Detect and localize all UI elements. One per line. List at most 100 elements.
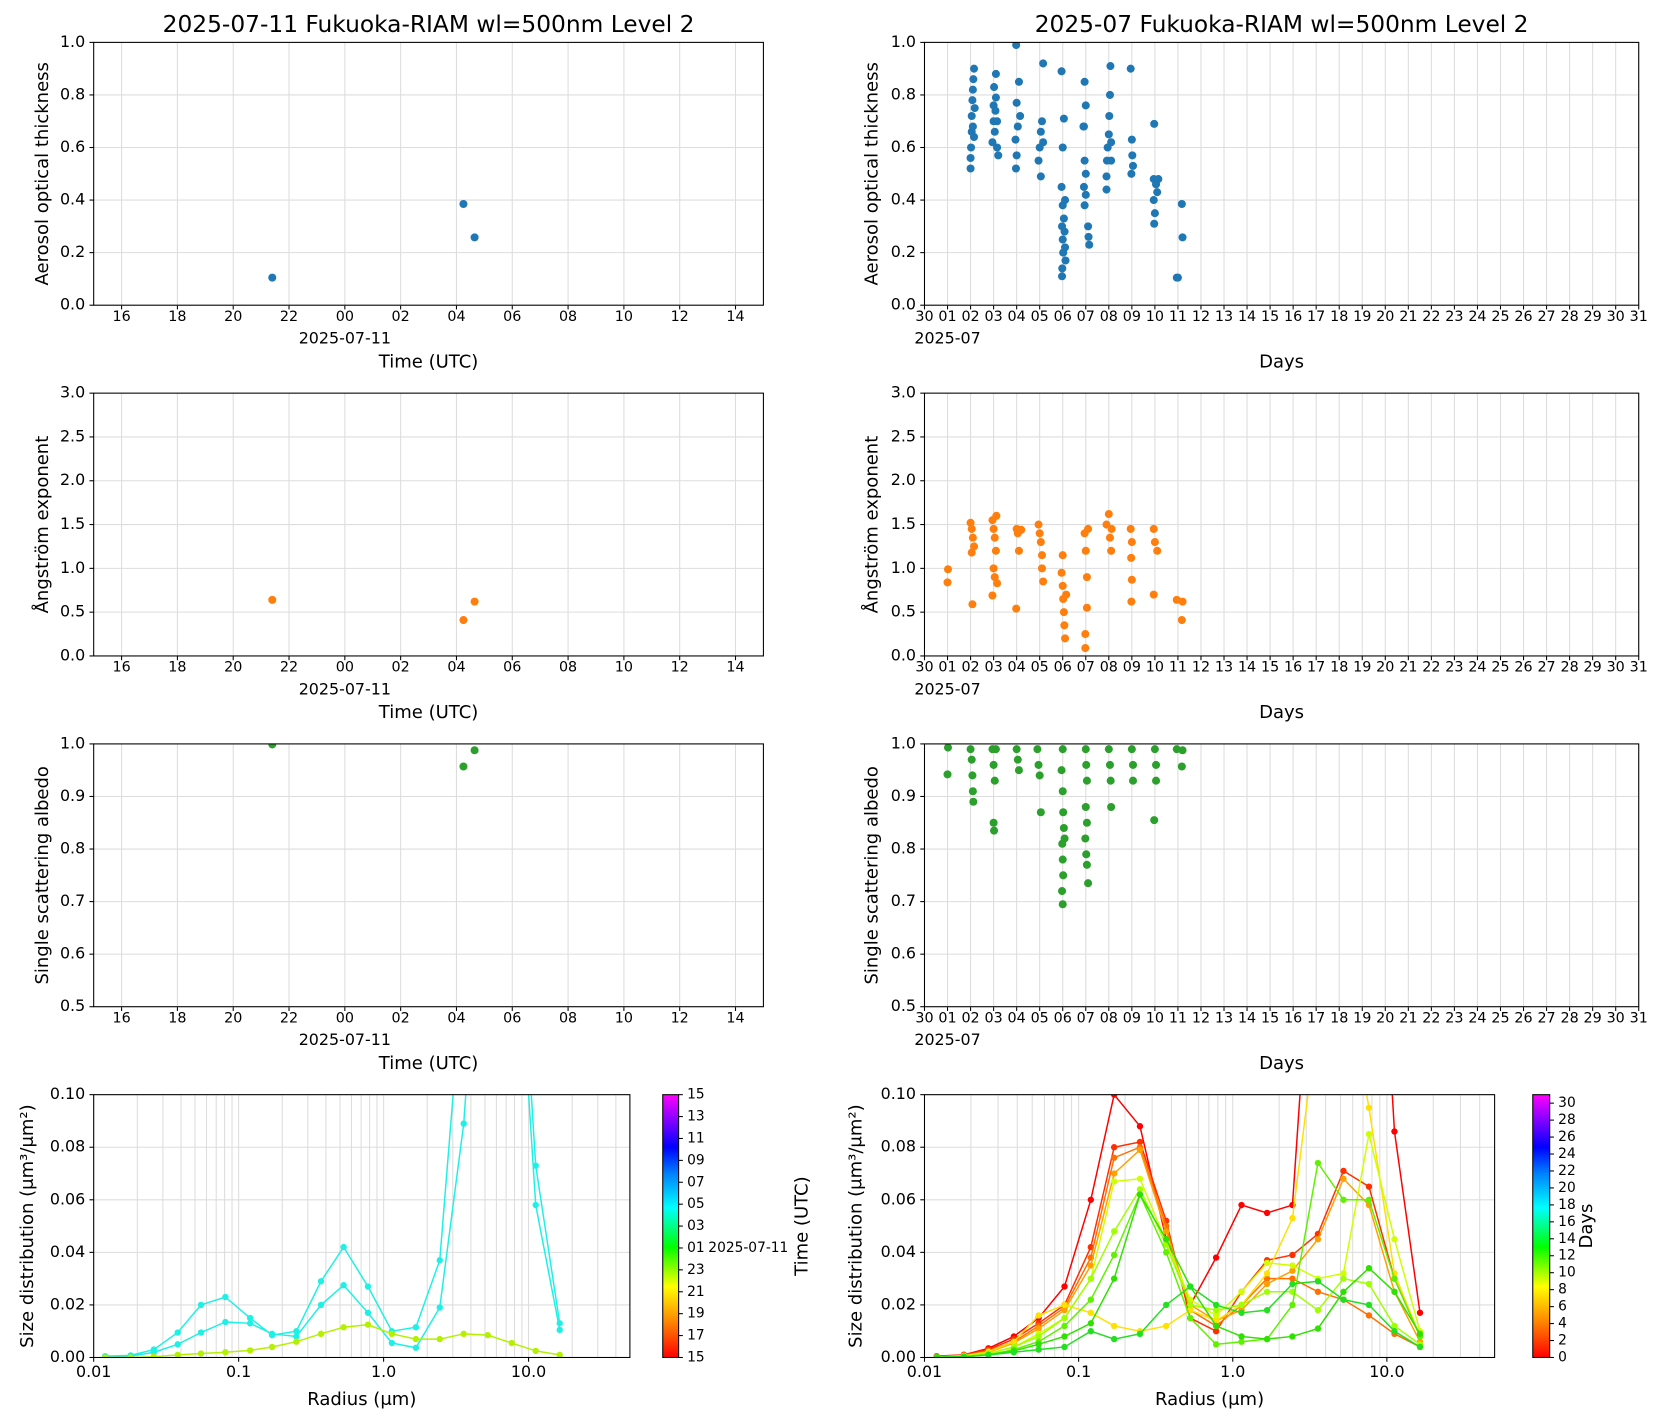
series-point xyxy=(1163,1322,1170,1330)
y-tick-label: 0.6 xyxy=(60,944,85,963)
series-point xyxy=(1035,1325,1042,1332)
point xyxy=(1039,577,1048,586)
series-point xyxy=(1212,1341,1220,1348)
point xyxy=(1084,524,1093,533)
plot-area xyxy=(943,510,1187,653)
point xyxy=(1102,172,1111,181)
point xyxy=(1127,135,1136,144)
point xyxy=(1084,232,1093,241)
x-tick-label: 30 xyxy=(1607,1010,1625,1026)
plot-area xyxy=(966,42,1187,282)
x-tick-label: 26 xyxy=(1514,660,1532,676)
x-tick-label: 1.0 xyxy=(371,1362,396,1381)
y-axis-label: Aerosol optical thickness xyxy=(862,62,883,285)
series-point xyxy=(1263,1306,1271,1314)
series-line xyxy=(936,1094,1421,1358)
y-tick-label: 0.8 xyxy=(891,84,916,103)
series-line xyxy=(936,1192,1421,1358)
x-tick-label: 01 xyxy=(938,1010,956,1026)
x-tick-label: 10.0 xyxy=(1369,1362,1404,1381)
point xyxy=(1012,42,1021,50)
point xyxy=(1014,766,1023,775)
x-tick-label: 05 xyxy=(1031,660,1049,676)
series-point xyxy=(1263,1335,1271,1343)
series-point xyxy=(1087,1196,1095,1203)
x-tick-label: 26 xyxy=(1514,1010,1532,1026)
point xyxy=(1150,816,1159,825)
x-tick-label: 08 xyxy=(559,660,577,676)
x-tick-label: 31 xyxy=(1630,309,1648,325)
x-tick-label: 17 xyxy=(1307,309,1325,325)
axes-frame xyxy=(923,392,1640,657)
y-tick-label: 0.0 xyxy=(60,645,85,664)
point xyxy=(1058,551,1067,560)
y-tick-label: 0.08 xyxy=(50,1137,85,1156)
series-point xyxy=(436,1257,443,1264)
point xyxy=(1106,62,1115,71)
x-tick-label: 18 xyxy=(1330,1010,1348,1026)
point xyxy=(1105,111,1114,121)
y-tick-label: 0.4 xyxy=(60,190,85,209)
colorbar-tick-label: 16 xyxy=(1558,1214,1576,1230)
y-tick-label: 0.4 xyxy=(891,190,916,209)
subplot: 16 18 20 22 00 02 04 06 08 10 12 14 0.0 0.5 1.0 1.5 2.0 2… xyxy=(31,383,764,723)
colorbar-tick-label: 20 xyxy=(1558,1180,1576,1196)
y-tick-label: 0.0 xyxy=(60,295,85,314)
point xyxy=(989,818,998,827)
series-point xyxy=(532,1347,539,1355)
point xyxy=(1034,760,1043,769)
x-date-label: 2025-07 xyxy=(914,679,980,698)
point xyxy=(1059,871,1068,880)
x-date-label: 2025-07-11 xyxy=(299,679,391,698)
point xyxy=(1080,201,1089,210)
x-date-label: 2025-07-11 xyxy=(299,1030,391,1049)
y-tick-label: 1.0 xyxy=(891,733,916,752)
chart-title: 2025-07-11 Fukuoka-RIAM wl=500nm Level 2 xyxy=(163,11,695,38)
point xyxy=(1037,551,1047,560)
axes-frame xyxy=(93,1094,631,1359)
point xyxy=(1173,273,1182,282)
series-point xyxy=(1263,1275,1271,1282)
point xyxy=(268,743,277,749)
point xyxy=(994,151,1003,160)
point xyxy=(1059,114,1068,123)
colorbar-tick-label: 10 xyxy=(1558,1265,1576,1281)
y-tick-label: 0.8 xyxy=(60,84,85,103)
x-tick-label: 21 xyxy=(1399,1010,1417,1026)
point xyxy=(968,787,977,796)
series-point xyxy=(197,1350,205,1357)
x-tick-label: 10 xyxy=(615,660,633,676)
series-point xyxy=(1061,1333,1068,1340)
point xyxy=(1061,243,1070,252)
series-point xyxy=(1163,1249,1170,1256)
y-tick-label: 0.5 xyxy=(891,602,916,621)
point xyxy=(1154,175,1163,184)
point xyxy=(970,542,979,551)
x-axis-label: Days xyxy=(1259,1053,1304,1074)
point xyxy=(990,127,999,136)
x-tick-label: 03 xyxy=(985,660,1003,676)
plot-area xyxy=(101,1094,563,1358)
point xyxy=(1081,190,1090,199)
point xyxy=(1081,834,1090,843)
point xyxy=(968,771,977,780)
colorbar-tick-label: 14 xyxy=(1558,1231,1576,1247)
point xyxy=(1150,219,1159,228)
x-tick-label: 31 xyxy=(1630,1010,1648,1026)
x-tick-label: 07 xyxy=(1077,660,1095,676)
x-tick-label: 24 xyxy=(1468,309,1486,325)
colorbar-label: Time (UTC) xyxy=(792,1176,813,1277)
x-tick-label: 10 xyxy=(1146,1010,1164,1026)
x-tick-label: 11 xyxy=(1169,1010,1187,1026)
point xyxy=(1082,760,1091,769)
point xyxy=(1058,887,1067,896)
point xyxy=(1060,227,1069,236)
x-tick-label: 00 xyxy=(336,309,354,325)
point xyxy=(1058,900,1067,909)
point xyxy=(1017,525,1026,534)
y-tick-label: 0.04 xyxy=(50,1242,85,1261)
colorbar-tick-label: 03 xyxy=(687,1218,705,1234)
point xyxy=(1036,538,1045,547)
axes-frame xyxy=(93,41,764,306)
point xyxy=(1061,634,1070,643)
